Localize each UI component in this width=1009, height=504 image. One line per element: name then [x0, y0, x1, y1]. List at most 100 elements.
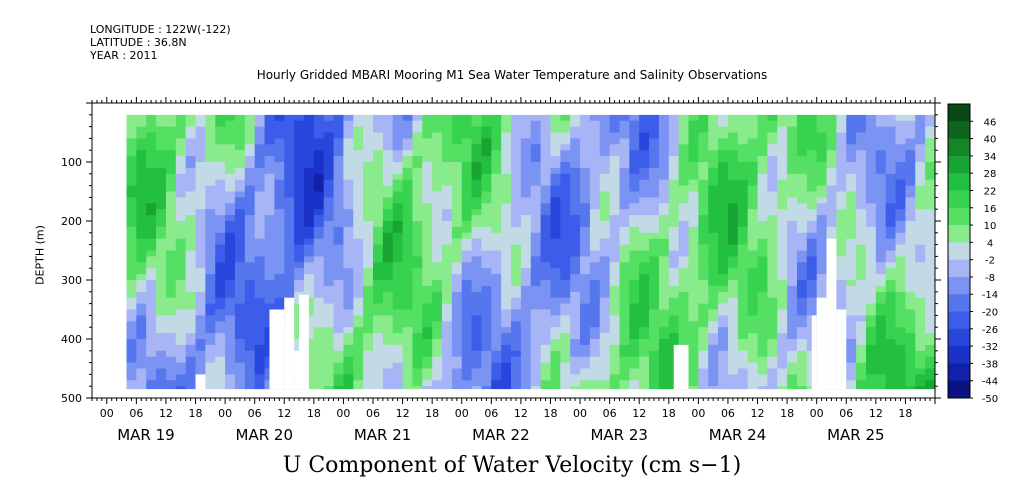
heatmap-cell [777, 356, 788, 364]
heatmap-cell [461, 150, 473, 157]
heatmap-cell [205, 250, 216, 257]
heatmap-cell [343, 132, 354, 139]
heatmap-cell [254, 238, 266, 246]
heatmap-cell [619, 297, 630, 305]
heatmap-cell [294, 232, 305, 240]
heatmap-cell [905, 156, 916, 163]
heatmap-cell [382, 244, 394, 252]
heatmap-cell [343, 120, 354, 128]
heatmap-cell [787, 333, 798, 340]
heatmap-cell [303, 132, 315, 139]
heatmap-cell [718, 150, 729, 157]
heatmap-cell [333, 256, 345, 263]
heatmap-cell [708, 362, 719, 370]
heatmap-cell [501, 156, 512, 163]
heatmap-cell [461, 297, 473, 305]
heatmap-cell [343, 344, 354, 352]
heatmap-cell [737, 285, 749, 293]
heatmap-cell [777, 350, 788, 358]
heatmap-cell [856, 232, 867, 240]
heatmap-cell [215, 280, 226, 287]
heatmap-cell [136, 226, 147, 234]
heatmap-cell [165, 162, 177, 169]
heatmap-cell [619, 386, 630, 390]
heatmap-cell [708, 138, 719, 145]
heatmap-cell [540, 197, 552, 204]
heatmap-cell [925, 274, 935, 281]
heatmap-cell [244, 209, 256, 216]
heatmap-cell [205, 303, 216, 311]
heatmap-cell [609, 191, 621, 198]
heatmap-cell [885, 209, 897, 216]
heatmap-cell [392, 156, 404, 163]
heatmap-cell [461, 114, 473, 122]
heatmap-cell [432, 285, 443, 293]
heatmap-cell [727, 203, 739, 210]
heatmap-cell [491, 203, 502, 210]
heatmap-cell [294, 185, 305, 193]
heatmap-cell [777, 362, 788, 370]
heatmap-cell [442, 256, 453, 263]
heatmap-cell [619, 285, 630, 293]
heatmap-cell [846, 356, 857, 364]
heatmap-cell [471, 297, 483, 305]
heatmap-cell [175, 350, 187, 358]
heatmap-cell [442, 368, 453, 375]
heatmap-cell [461, 285, 473, 293]
heatmap-cell [382, 191, 394, 198]
heatmap-cell [451, 209, 463, 216]
heatmap-cell [323, 309, 335, 316]
heatmap-cell [757, 386, 768, 390]
heatmap-cell [165, 339, 177, 346]
heatmap-cell [806, 144, 818, 151]
heatmap-cell [353, 262, 364, 269]
heatmap-cell [225, 350, 236, 358]
heatmap-cell [382, 274, 394, 281]
heatmap-cell [264, 274, 275, 281]
heatmap-cell [382, 167, 394, 175]
heatmap-cell [254, 203, 266, 210]
heatmap-cell [846, 280, 857, 287]
heatmap-cell [136, 256, 147, 263]
colorbar-label: 46 [984, 117, 997, 128]
heatmap-cell [668, 114, 680, 122]
heatmap-cell [382, 333, 394, 340]
heatmap-cell [136, 374, 147, 381]
heatmap-cell [264, 156, 275, 163]
heatmap-cell [165, 167, 177, 175]
heatmap-cell [136, 315, 147, 322]
heatmap-cell [540, 226, 552, 234]
heatmap-cell [737, 280, 749, 287]
heatmap-cell [225, 209, 236, 216]
heatmap-cell [136, 285, 147, 293]
heatmap-cell [471, 339, 483, 346]
heatmap-cell [816, 150, 828, 157]
heatmap-cell [274, 232, 285, 240]
heatmap-cell [787, 368, 798, 375]
y-tick-label: 300 [61, 274, 82, 287]
heatmap-cell [363, 268, 374, 275]
heatmap-cell [382, 380, 394, 387]
heatmap-cell [550, 321, 561, 328]
heatmap-cell [373, 356, 384, 364]
heatmap-cell [747, 256, 759, 263]
heatmap-cell [570, 226, 581, 234]
heatmap-cell [826, 162, 837, 169]
heatmap-cell [570, 344, 581, 352]
heatmap-cell [422, 138, 433, 145]
heatmap-cell [570, 203, 581, 210]
heatmap-cell [688, 339, 699, 346]
heatmap-cell [718, 350, 729, 358]
heatmap-cell [708, 173, 719, 181]
heatmap-cell [570, 221, 581, 228]
heatmap-cell [658, 362, 670, 370]
heatmap-cell [787, 144, 798, 151]
heatmap-cell [491, 197, 502, 204]
heatmap-cell [856, 132, 867, 139]
heatmap-cell [165, 291, 177, 299]
heatmap-cell [343, 280, 354, 287]
heatmap-cell [333, 285, 345, 293]
heatmap-cell [708, 321, 719, 328]
missing-region [269, 309, 285, 390]
heatmap-cell [570, 291, 581, 299]
